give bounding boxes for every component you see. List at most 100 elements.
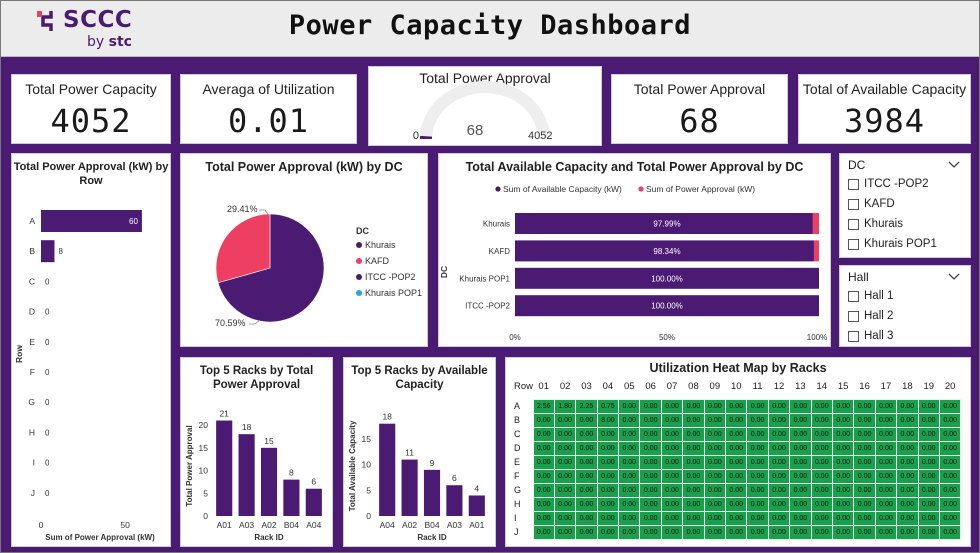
leader-line bbox=[249, 319, 261, 325]
heatmap-cell: 0.00 bbox=[746, 412, 769, 428]
heatmap-cell: 0.00 bbox=[874, 412, 898, 428]
heatmap-cell: 0.00 bbox=[853, 398, 876, 414]
heatmap-row-label: H bbox=[514, 499, 521, 509]
heatmap-cell: 0.00 bbox=[767, 454, 791, 470]
y-tick-label: F bbox=[30, 367, 35, 377]
kpi-total-power-approval[interactable]: Total Power Approval 68 bbox=[611, 74, 788, 144]
heatmap-cell: 0.00 bbox=[532, 426, 555, 442]
kpi-total-power-capacity[interactable]: Total Power Capacity 4052 bbox=[11, 74, 171, 144]
bar bbox=[446, 485, 463, 516]
heatmap-cell: 0.00 bbox=[725, 412, 748, 428]
pie-slice bbox=[217, 213, 325, 323]
slicer-option-label: KAFD bbox=[864, 198, 895, 210]
kpi-label: Total Power Approval bbox=[633, 81, 766, 97]
heatmap-cell: 0.00 bbox=[532, 482, 555, 498]
slicer-option[interactable]: ITCC -POP2 bbox=[848, 176, 929, 192]
slicer-option[interactable]: Khurais bbox=[848, 216, 903, 232]
heatmap-row-label: C bbox=[514, 429, 521, 439]
heatmap-cell: 0.00 bbox=[553, 496, 577, 512]
heatmap-cell: 0.00 bbox=[575, 426, 598, 442]
heatmap-row: A 2.56 1.80 2.25 0.75 0.00 0.00 0.00 0.00 0.00 0.0… bbox=[512, 398, 962, 414]
bar bbox=[216, 420, 233, 516]
checkbox[interactable] bbox=[848, 290, 859, 302]
heatmap-cell: 0.00 bbox=[789, 398, 812, 414]
y-tick-label: Khurais POP1 bbox=[459, 274, 510, 283]
heatmap-cell: 0.00 bbox=[874, 440, 898, 456]
chevron-down-icon[interactable] bbox=[948, 270, 960, 282]
heatmap-cell: 0.00 bbox=[575, 524, 598, 540]
checkbox[interactable] bbox=[848, 330, 859, 342]
bar bbox=[305, 488, 322, 516]
slicer-dc[interactable]: DC ITCC -POP2 KAFD Khurais Khurais POP1 bbox=[839, 153, 971, 258]
heatmap-cell: 0.00 bbox=[553, 468, 577, 484]
heatmap-cell: 0.00 bbox=[874, 454, 898, 470]
kpi-total-power-approval-gauge[interactable]: Total Power Approval 68 0 4052 bbox=[368, 66, 602, 146]
heatmap-cell: 0.00 bbox=[917, 496, 940, 512]
slicer-hall[interactable]: Hall Hall 1 Hall 2 Hall 3 bbox=[839, 265, 971, 347]
checkbox[interactable] bbox=[848, 178, 859, 190]
heatmap-cell: 0.00 bbox=[682, 496, 705, 512]
heatmap-cell: 0.00 bbox=[596, 510, 620, 526]
heatmap-cell: 0.00 bbox=[725, 426, 748, 442]
heatmap-cell: 0.00 bbox=[938, 398, 962, 414]
heatmap-cell: 0.00 bbox=[639, 510, 662, 526]
heatmap-cell: 0.00 bbox=[532, 412, 555, 428]
heatmap-cell: 0.00 bbox=[532, 440, 555, 456]
heatmap-cell: 0.00 bbox=[639, 482, 662, 498]
heatmap-cell: 0.00 bbox=[767, 524, 791, 540]
legend-title: DC bbox=[356, 226, 369, 236]
slicer-option[interactable]: Hall 3 bbox=[848, 328, 893, 344]
heatmap-cell: 0.00 bbox=[553, 454, 577, 470]
kpi-label: Total Power Capacity bbox=[25, 81, 157, 97]
y-tick-label: E bbox=[29, 337, 35, 347]
bar-available bbox=[515, 213, 813, 234]
data-label: 6 bbox=[311, 477, 316, 487]
slicer-option[interactable]: Hall 1 bbox=[848, 288, 893, 304]
kpi-avg-utilization[interactable]: Averaga of Utilization 0.01 bbox=[180, 74, 357, 144]
heatmap-cell: 0.00 bbox=[874, 398, 898, 414]
heatmap-column-header: 09 bbox=[709, 380, 721, 392]
heatmap-cell: 0.00 bbox=[596, 440, 620, 456]
chart-top5-available-capacity[interactable]: Top 5 Racks by Available Capacity Total … bbox=[343, 357, 496, 547]
checkbox[interactable] bbox=[848, 218, 859, 230]
data-label: 18 bbox=[382, 412, 392, 422]
heatmap-cell: 0.00 bbox=[746, 524, 769, 540]
slicer-option[interactable]: KAFD bbox=[848, 196, 895, 212]
legend-marker bbox=[638, 186, 644, 192]
logo-text: SCCC bbox=[63, 7, 133, 33]
heatmap-cell: 0.00 bbox=[810, 510, 833, 526]
heatmap-cell: 0.00 bbox=[938, 468, 962, 484]
chart-approval-by-row[interactable]: Total Power Approval (kW) by Row Row A 60 B… bbox=[11, 153, 171, 547]
heatmap-cell: 0.00 bbox=[639, 468, 662, 484]
heatmap-cell: 0.00 bbox=[917, 412, 940, 428]
checkbox[interactable] bbox=[848, 310, 859, 322]
chart-top5-power-approval[interactable]: Top 5 Racks by Total Power Approval Tota… bbox=[180, 357, 333, 547]
legend-label: Khurais bbox=[365, 240, 396, 250]
heatmap-cell: 0.00 bbox=[767, 482, 791, 498]
x-axis-label: Rack ID bbox=[254, 533, 284, 542]
data-label: 0 bbox=[45, 428, 50, 437]
heatmap-cell: 0.00 bbox=[917, 524, 940, 540]
heatmap-cell: 0.00 bbox=[575, 482, 598, 498]
slicer-option[interactable]: Hall 2 bbox=[848, 308, 893, 324]
top5-available-svg: Total Available Capacity 0 5 10 15 18 A04 11 A02… bbox=[348, 412, 485, 542]
heatmap-cell: 0.00 bbox=[639, 524, 662, 540]
x-tick-label: 50% bbox=[659, 333, 675, 342]
legend-marker bbox=[356, 290, 362, 296]
chart-approval-by-dc-pie[interactable]: Total Power Approval (kW) by DC 29.41% 70… bbox=[180, 153, 428, 347]
data-label: 100.00% bbox=[651, 302, 683, 311]
chevron-down-icon[interactable] bbox=[948, 158, 960, 170]
heatmap-cell: 0.00 bbox=[639, 412, 662, 428]
x-tick-label: B04 bbox=[284, 520, 299, 530]
checkbox[interactable] bbox=[848, 198, 859, 210]
heatmap-cell: 0.00 bbox=[660, 482, 684, 498]
checkbox[interactable] bbox=[848, 238, 859, 250]
legend-marker bbox=[356, 258, 362, 264]
kpi-total-available-capacity[interactable]: Total of Available Capacity 3984 bbox=[798, 74, 971, 144]
chart-title: Total Available Capacity and Total Power… bbox=[465, 160, 804, 174]
utilization-heatmap[interactable]: Utilization Heat Map by Racks Row 01 02 03 0… bbox=[505, 357, 971, 547]
heatmap-cell: 0.00 bbox=[682, 426, 705, 442]
bar-available bbox=[515, 295, 819, 317]
chart-available-vs-approval-by-dc[interactable]: Total Available Capacity and Total Power… bbox=[438, 153, 831, 347]
slicer-option[interactable]: Khurais POP1 bbox=[848, 236, 937, 252]
